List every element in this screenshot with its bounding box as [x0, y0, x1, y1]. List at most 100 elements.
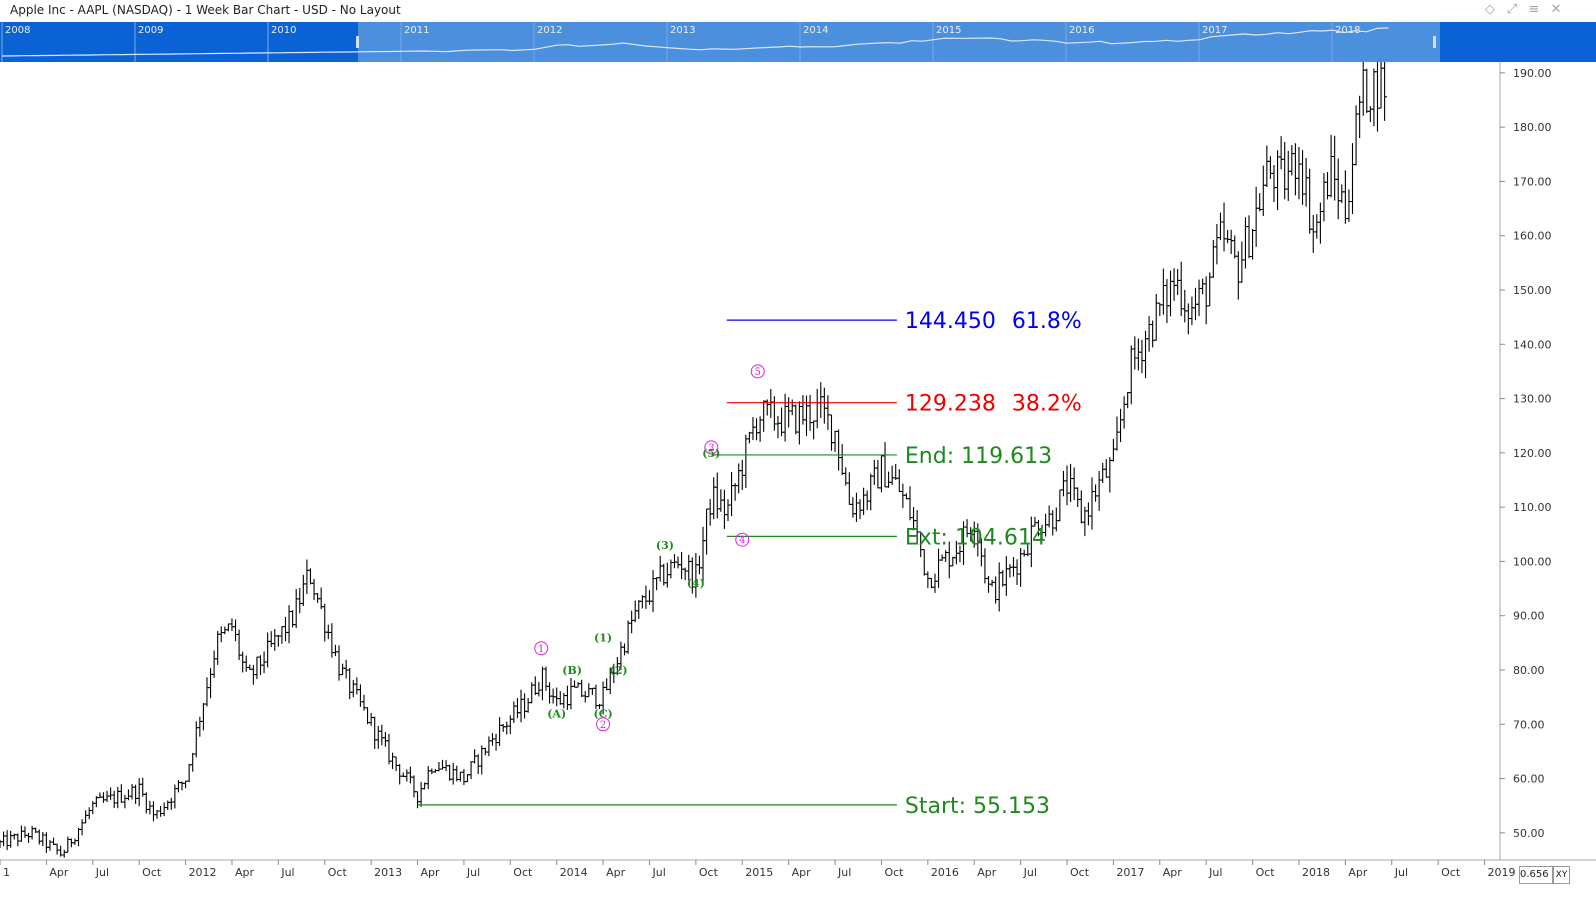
- ohlc-bar: [136, 778, 142, 807]
- ohlc-bar: [336, 645, 342, 681]
- ohlc-bar: [928, 577, 934, 589]
- price-bars: [0, 62, 1388, 858]
- ohlc-bar: [1210, 239, 1216, 278]
- ohlc-bar: [500, 723, 506, 732]
- ohlc-bar: [1014, 559, 1020, 585]
- ohlc-bar: [525, 697, 531, 713]
- ohlc-bar: [882, 442, 888, 488]
- ohlc-bar: [729, 471, 735, 517]
- ohlc-bar: [782, 393, 788, 442]
- y-tick-label: 100.00: [1513, 555, 1552, 568]
- svg-text:(C): (C): [594, 707, 613, 720]
- ohlc-bar: [707, 499, 713, 526]
- close-icon[interactable]: ✕: [1550, 2, 1562, 17]
- ohlc-bar: [1118, 408, 1124, 443]
- ohlc-bar: [575, 682, 581, 688]
- ohlc-bar: [861, 487, 867, 516]
- navigator-right-handle[interactable]: [1433, 36, 1436, 48]
- ohlc-bar: [1050, 510, 1056, 536]
- ohlc-bar: [1085, 502, 1091, 526]
- ohlc-bar: [1093, 484, 1099, 502]
- ohlc-bar: [1075, 487, 1081, 507]
- ohlc-bar: [1103, 459, 1109, 478]
- level-label: 144.450: [905, 309, 996, 334]
- collapse-icon[interactable]: ≡: [1528, 2, 1540, 17]
- ohlc-bar: [29, 825, 35, 840]
- ohlc-bar: [1200, 278, 1206, 295]
- ohlc-bar: [79, 819, 85, 836]
- level-label: Start: 55.153: [905, 794, 1050, 819]
- ohlc-bar: [1303, 157, 1309, 207]
- ohlc-bar: [696, 555, 702, 575]
- svg-text:(3): (3): [656, 539, 674, 552]
- price-chart[interactable]: 190.00180.00170.00160.00150.00140.00130.…: [0, 62, 1596, 882]
- ohlc-bar: [746, 431, 752, 444]
- navigator-left-handle[interactable]: [356, 36, 359, 48]
- ohlc-bar: [122, 794, 128, 809]
- ohlc-bar: [76, 827, 82, 847]
- ohlc-bar: [343, 659, 349, 679]
- ohlc-bar: [1007, 564, 1013, 578]
- ohlc-bar: [643, 585, 649, 609]
- ohlc-bar: [839, 444, 845, 476]
- ohlc-bar: [190, 752, 196, 772]
- ohlc-bar: [764, 399, 770, 416]
- level-label: 129.238: [905, 392, 996, 417]
- ohlc-bar: [1089, 477, 1095, 530]
- wave-label: 2: [596, 717, 611, 732]
- ohlc-bar: [450, 762, 456, 785]
- navigator-window[interactable]: [358, 22, 1440, 62]
- x-tick-label: 1: [3, 866, 10, 879]
- ohlc-bar: [1339, 184, 1345, 203]
- level-label: Ext: 104.614: [905, 525, 1046, 550]
- ohlc-bar: [539, 666, 545, 701]
- xy-toggle-button[interactable]: XY: [1553, 866, 1570, 884]
- ohlc-bar: [26, 832, 32, 843]
- y-tick-label: 90.00: [1513, 610, 1545, 623]
- ohlc-bar: [996, 562, 1002, 612]
- x-tick-label: Oct: [1441, 866, 1461, 879]
- ohlc-bar: [254, 656, 260, 680]
- ohlc-bar: [0, 839, 3, 848]
- ohlc-bar: [150, 801, 156, 822]
- ohlc-bar: [1364, 68, 1370, 114]
- ohlc-bar: [418, 781, 424, 807]
- wave-label: 4: [735, 532, 750, 547]
- ohlc-bar: [372, 716, 378, 749]
- navigator-year-label: 2012: [537, 25, 562, 36]
- ohlc-bar: [1289, 145, 1295, 176]
- svg-text:(2): (2): [610, 664, 628, 677]
- ohlc-bar: [1000, 570, 1006, 587]
- ohlc-bar: [943, 550, 949, 562]
- ohlc-bar: [657, 555, 663, 582]
- ohlc-bar: [1160, 268, 1166, 315]
- ohlc-bar: [554, 687, 560, 707]
- y-tick-label: 160.00: [1513, 230, 1552, 243]
- ohlc-bar: [1228, 229, 1234, 255]
- ohlc-bar: [754, 418, 760, 441]
- pin-icon[interactable]: ⤢: [1506, 2, 1518, 17]
- y-tick-label: 110.00: [1513, 501, 1552, 514]
- x-tick-label: 2017: [1116, 866, 1144, 879]
- ohlc-bar: [1296, 146, 1302, 200]
- ohlc-bar: [297, 588, 303, 614]
- ohlc-bar: [1078, 490, 1084, 524]
- ohlc-bar: [671, 554, 677, 569]
- ohlc-bar: [54, 843, 60, 855]
- ohlc-bar: [1235, 251, 1241, 300]
- wave-label: (3): [656, 539, 674, 552]
- ohlc-bar: [1374, 62, 1380, 132]
- svg-text:2: 2: [600, 720, 606, 731]
- ohlc-bar: [1143, 330, 1149, 379]
- ohlc-bar: [761, 400, 767, 432]
- diamond-icon[interactable]: ◇: [1485, 2, 1495, 17]
- ohlc-bar: [1321, 173, 1327, 222]
- ohlc-bar: [1153, 293, 1159, 341]
- ohlc-bar: [896, 469, 902, 492]
- ohlc-bar: [1314, 214, 1320, 239]
- ohlc-bar: [1125, 391, 1131, 409]
- wave-label: (4): [687, 577, 705, 590]
- x-tick-label: Apr: [49, 866, 69, 879]
- ohlc-bar: [318, 587, 324, 610]
- wave-label: (B): [562, 664, 582, 677]
